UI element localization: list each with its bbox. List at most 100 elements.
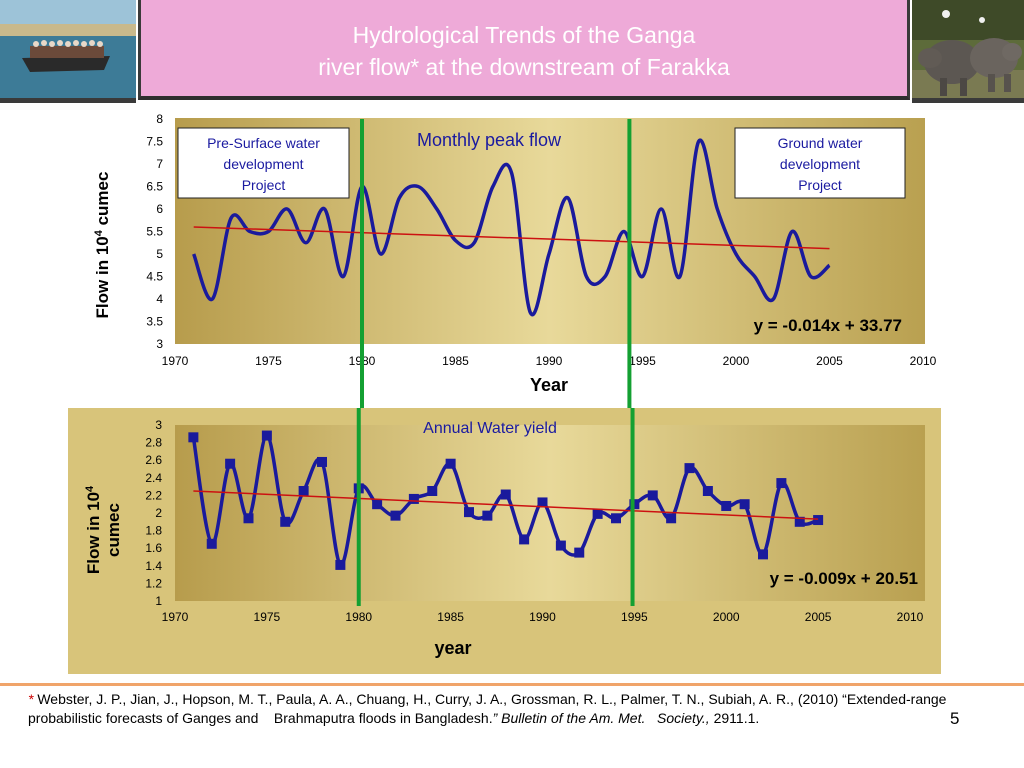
data-point-marker [298, 486, 309, 496]
y-tick-label: 8 [156, 112, 163, 126]
data-point-marker [666, 513, 677, 524]
data-point-marker [813, 515, 824, 526]
annotation-box [734, 127, 906, 199]
data-point-marker [280, 516, 291, 527]
x-tick-label: 2000 [723, 354, 750, 368]
charts-canvas: 3 3.5 4 4.5 5 5.5 6 6.5 7 7.5 8 1970 1975 1980 1985 199… [68, 112, 941, 674]
y-axis-label-line1: Flow in 10 [84, 492, 103, 574]
data-point-marker [317, 456, 327, 467]
data-point-marker [702, 486, 713, 496]
y-axis-label-line2: cumec [104, 503, 123, 557]
y-tick-label: 5 [156, 247, 163, 261]
rhino-photo [912, 0, 1024, 103]
data-point-marker [482, 510, 493, 521]
data-point-marker [188, 432, 199, 443]
series-line [192, 138, 831, 317]
annotation-text-line: development [780, 156, 860, 172]
y-tick-label: 1 [155, 594, 162, 608]
trend-line [193, 490, 819, 520]
y-tick-label: 3 [156, 337, 163, 351]
title-line-1: Hydrological Trends of the Ganga [352, 22, 696, 48]
data-point-marker [500, 489, 511, 500]
data-point-marker [684, 463, 695, 474]
y-tick-label: 7.5 [146, 135, 163, 149]
y-tick-label: 7 [156, 157, 163, 171]
annotation-box [177, 127, 350, 199]
title-band: Hydrological Trends of the Ganga river f… [138, 0, 910, 100]
x-tick-label: 2010 [910, 354, 937, 368]
annotation-text-line: development [223, 156, 303, 172]
footnote-pages: 2911.1. [709, 710, 760, 726]
boat-photo [0, 0, 136, 103]
data-point-marker [335, 559, 346, 570]
x-tick-label: 1980 [345, 610, 372, 624]
x-tick-label: 2010 [897, 610, 924, 624]
data-point-marker [519, 534, 530, 545]
ground-water-box: Ground water development Project [734, 127, 906, 199]
y-axis-label-superscript: 4 [84, 485, 96, 492]
y-axis-label-suffix: cumec [93, 172, 112, 231]
y-axis-label-base: Flow in 10 [93, 236, 112, 318]
chart-title: Annual Water yield [423, 420, 557, 437]
x-axis-label: year [434, 638, 471, 658]
y-tick-label: 3.5 [146, 315, 163, 329]
x-tick-label: 2005 [805, 610, 832, 624]
annotation-text-line: Project [242, 177, 286, 193]
y-tick-label: 1.2 [145, 576, 162, 590]
data-point-marker [776, 478, 787, 489]
data-point-marker [243, 513, 254, 524]
footnote-journal: ” Bulletin of the Am. Met. Society., [492, 710, 710, 726]
y-tick-label: 2.2 [145, 488, 162, 502]
y-tick-label: 5.5 [146, 225, 163, 239]
x-tick-label: 1990 [536, 354, 563, 368]
y-tick-label: 2.4 [145, 471, 162, 485]
annotation-text-line: Project [798, 177, 842, 193]
data-point-marker [758, 549, 768, 560]
page-number: 5 [950, 709, 960, 728]
data-point-marker [611, 513, 621, 524]
annual-water-yield-chart: 1 1.2 1.4 1.6 1.8 2 2.2 2.4 2.6 2.8 3 1970 1975 1980 1… [68, 408, 941, 674]
title-line-2: river flow* at the downstream of Farakka [318, 54, 730, 80]
footnote-authors: Webster, J. P., Jian, J., Hopson, M. T.,… [28, 691, 947, 726]
x-tick-label: 1985 [442, 354, 469, 368]
x-tick-label: 2000 [713, 610, 740, 624]
y-tick-label: 1.6 [145, 541, 162, 555]
y-tick-label: 2 [155, 506, 162, 520]
annotation-text-line: Ground water [778, 135, 863, 151]
data-point-marker [206, 538, 217, 549]
data-point-marker [794, 516, 805, 527]
data-point-marker [739, 499, 750, 510]
x-tick-label: 1990 [529, 610, 556, 624]
y-tick-label: 1.8 [145, 524, 162, 538]
x-tick-label: 1970 [162, 610, 189, 624]
boat-with-passengers-photo-icon [0, 0, 136, 103]
data-point-marker [721, 500, 732, 511]
data-point-marker [261, 430, 272, 441]
footer-rule [0, 683, 1024, 686]
y-axis-label-superscript: 4 [93, 229, 105, 236]
data-point-marker [408, 493, 419, 504]
y-axis-label: Flow in 104 cumec [84, 485, 123, 574]
data-point-marker [555, 540, 566, 551]
chart-title: Monthly peak flow [417, 130, 562, 150]
x-axis-label: Year [530, 375, 568, 395]
data-point-marker [647, 490, 658, 501]
x-tick-label: 1995 [629, 354, 656, 368]
rhinoceros-photo-icon [912, 0, 1024, 103]
monthly-peak-flow-chart: 33.544.555.566.577.581970197519801985199… [93, 112, 937, 395]
trend-equation: y = -0.009x + 20.51 [770, 569, 918, 588]
y-tick-label: 3 [155, 418, 162, 432]
y-tick-label: 2.6 [145, 453, 162, 467]
data-point-marker [574, 547, 585, 558]
data-point-marker [445, 458, 456, 469]
x-tick-label: 1975 [255, 354, 282, 368]
data-point-marker [427, 486, 438, 496]
y-tick-label: 4.5 [146, 270, 163, 284]
data-point-marker [592, 508, 603, 519]
y-tick-label: 4 [156, 292, 163, 306]
x-tick-label: 1970 [162, 354, 189, 368]
trend-equation: y = -0.014x + 33.77 [754, 316, 902, 335]
x-tick-label: 1975 [254, 610, 281, 624]
annotation-text-line: Pre-Surface water [207, 135, 320, 151]
